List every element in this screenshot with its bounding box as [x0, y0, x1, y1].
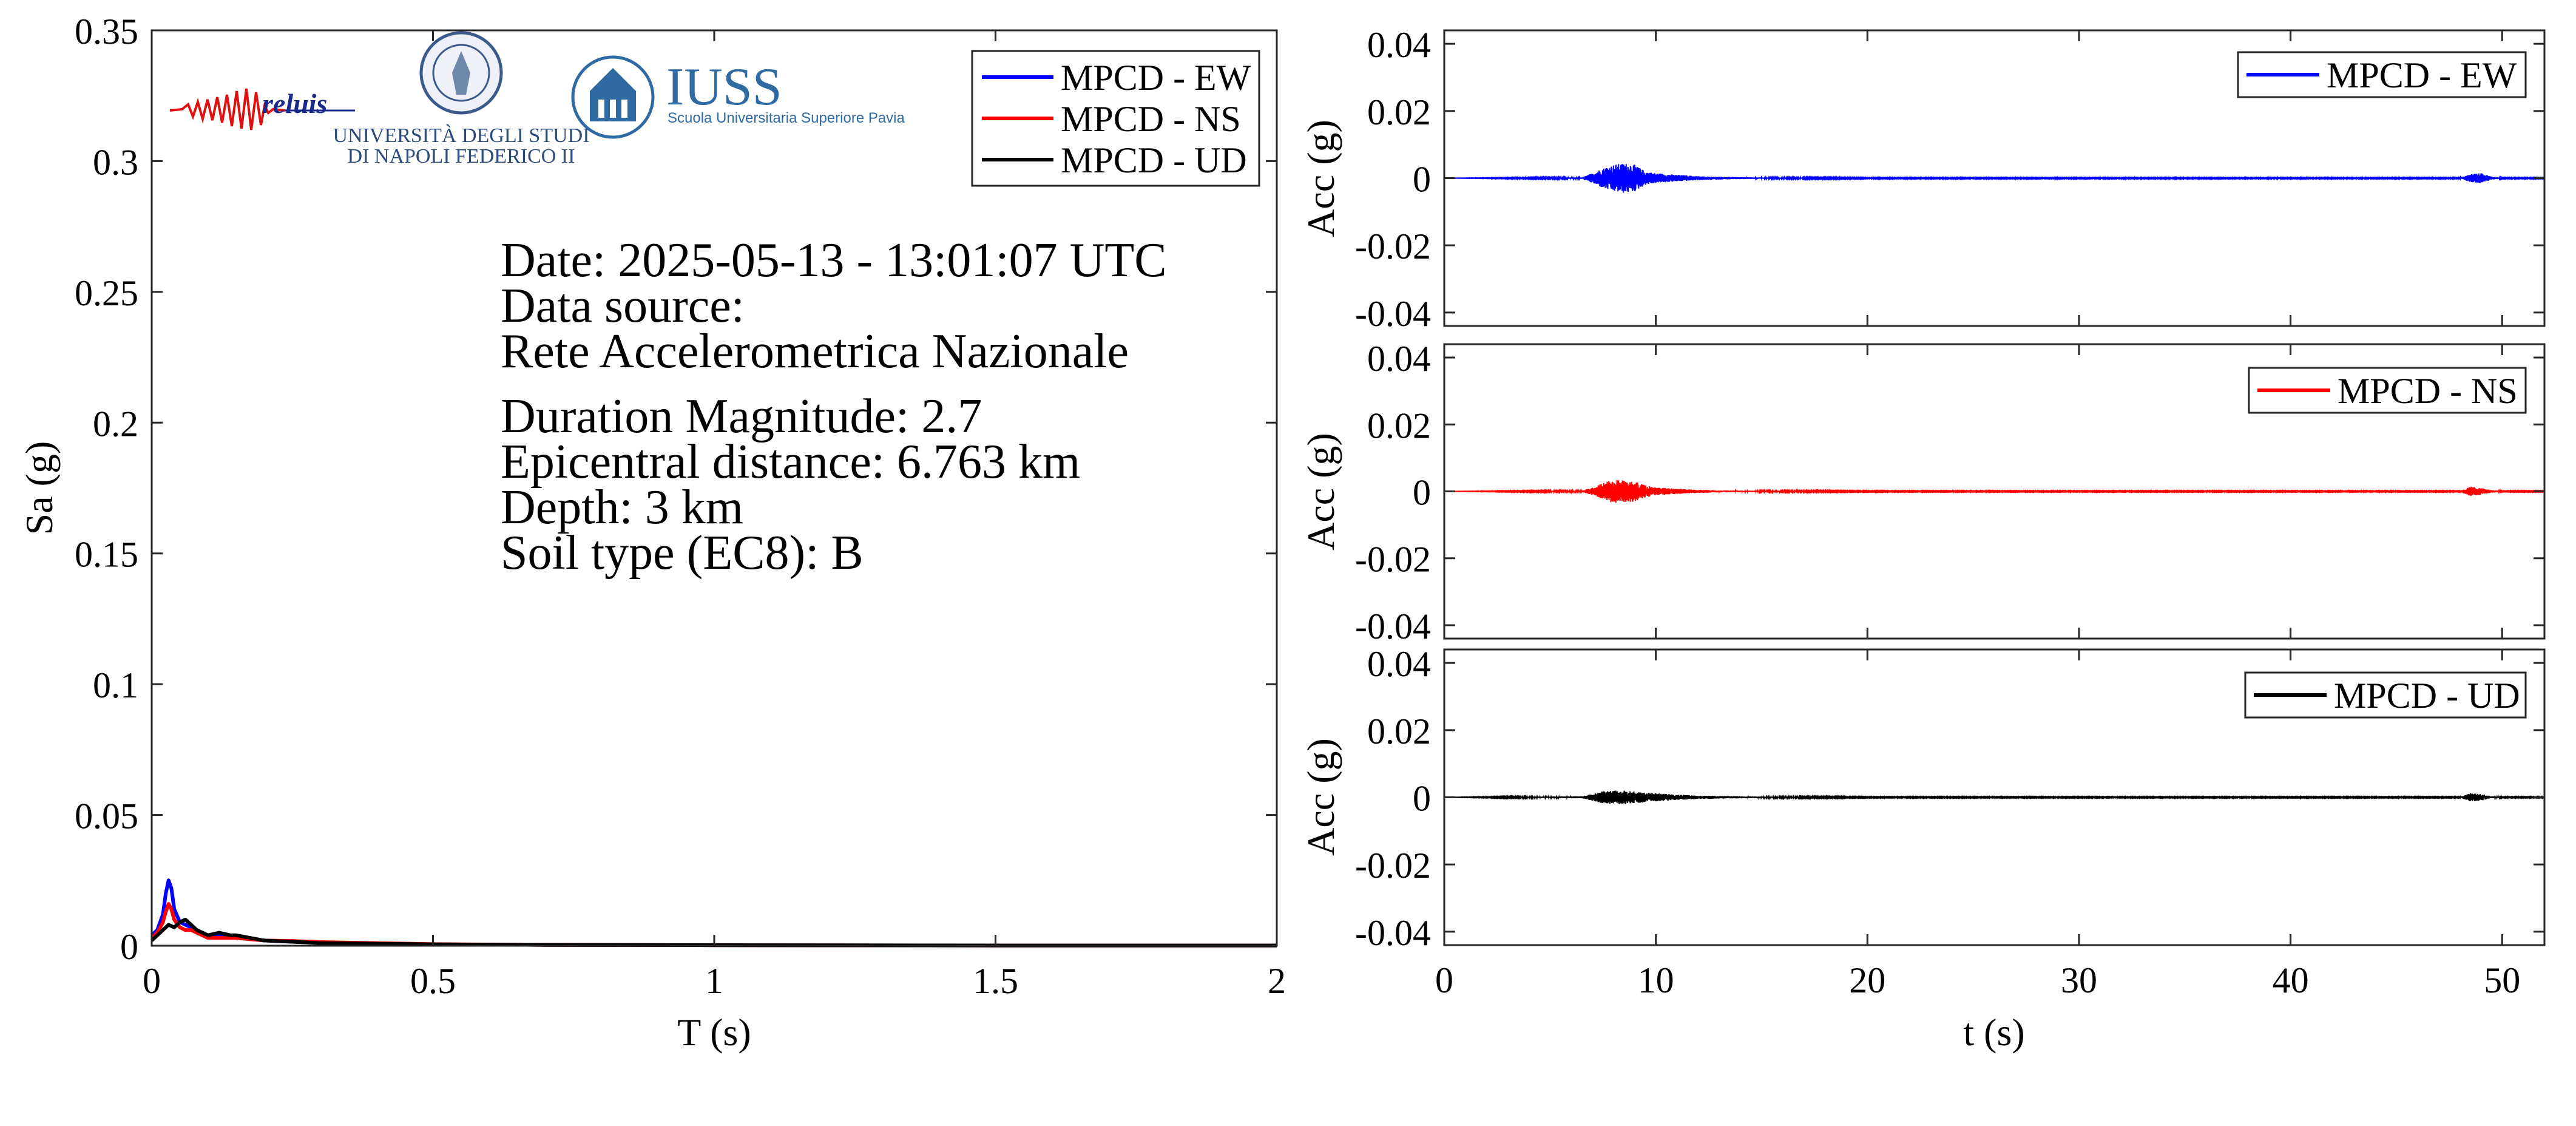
acc-ud-x-tick-label: 40 — [2273, 960, 2309, 1000]
spectrum-x-tick-label: 1.5 — [973, 961, 1018, 1001]
acc-panel-ns: -0.04 -0.02 0 0.02 0.04 Acc (g) MPCD - NS — [1299, 339, 2546, 646]
spectrum-x-tick-label: 2 — [1268, 961, 1286, 1001]
event-depth: Depth: 3 km — [501, 481, 743, 534]
acc-ud-x-tick-label: 50 — [2484, 960, 2520, 1000]
acc-ns-y-tick-label: -0.04 — [1355, 606, 1431, 646]
spectrum-y-tick-label: 0.3 — [93, 142, 138, 182]
acc-ud-x-tick-label: 0 — [1435, 960, 1453, 1000]
event-epicentral-distance: Epicentral distance: 6.763 km — [501, 435, 1080, 489]
acc-ns-y-tick-label: -0.02 — [1355, 540, 1431, 580]
acc-ud-series-line — [1444, 790, 2545, 804]
acc-ew-y-tick-label: -0.04 — [1355, 294, 1431, 334]
event-magnitude: Duration Magnitude: 2.7 — [501, 390, 982, 443]
acc-ud-y-tick-label: 0.02 — [1367, 711, 1431, 751]
acc-ud-x-ticks: 0 10 20 30 40 50 — [1435, 649, 2520, 1000]
acc-ns-y-tick-label: 0.04 — [1367, 339, 1431, 379]
acc-ew-y-tick-label: 0.02 — [1367, 92, 1431, 132]
spectrum-y-tick-label: 0.1 — [93, 665, 138, 705]
acc-ud-y-tick-label: 0 — [1413, 779, 1431, 819]
legend-label-ew: MPCD - EW — [1061, 58, 1251, 98]
reluis-logo-text: reluis — [262, 88, 327, 119]
acc-ew-plot-area — [1444, 164, 2545, 193]
spectrum-x-tick-label: 0 — [143, 961, 161, 1001]
spectrum-y-tick-label: 0.25 — [75, 273, 138, 313]
spectrum-panel: 0 0.05 0.1 0.15 0.2 0.25 0.3 0.35 0 0.5 1 1.5 2 T (… — [18, 12, 1286, 1054]
iuss-logo-title: IUSS — [666, 58, 782, 117]
event-info-block: Date: 2025-05-13 - 13:01:07 UTC Data sou… — [501, 234, 1167, 580]
acc-ns-y-axis-label: Acc (g) — [1299, 433, 1342, 551]
iuss-logo-subtitle: Scuola Universitaria Superiore Pavia — [668, 110, 905, 126]
acc-ew-legend: MPCD - EW — [2237, 51, 2527, 98]
acc-ud-plot-area — [1444, 790, 2545, 804]
spectrum-x-ticks: 0 0.5 1 1.5 2 — [143, 30, 1286, 1001]
event-source-name: Rete Accelerometrica Nazionale — [501, 325, 1129, 378]
acc-ud-y-ticks: -0.04 -0.02 0 0.02 0.04 — [1355, 644, 2544, 953]
spectrum-y-tick-label: 0 — [120, 927, 138, 967]
acc-ew-y-ticks: -0.04 -0.02 0 0.02 0.04 — [1355, 25, 2544, 334]
acc-ew-y-tick-label: 0 — [1413, 160, 1431, 200]
acc-ns-plot-area — [1444, 480, 2545, 503]
reluis-logo: reluis — [169, 88, 355, 131]
acc-ew-y-tick-label: 0.04 — [1367, 25, 1431, 65]
acc-ud-legend-label: MPCD - UD — [2334, 676, 2520, 716]
spectrum-y-axis-label: Sa (g) — [18, 441, 61, 535]
spectrum-y-tick-label: 0.05 — [75, 796, 138, 836]
acc-ud-legend-box — [2244, 671, 2527, 719]
event-source-label: Data source: — [501, 279, 745, 333]
spectrum-series-ud-line — [150, 917, 1277, 948]
legend-label-ns: MPCD - NS — [1061, 99, 1241, 139]
spectrum-legend: MPCD - EW MPCD - NS MPCD - UD — [971, 50, 1260, 187]
acc-ud-y-axis-label: Acc (g) — [1299, 738, 1342, 856]
acc-ew-legend-label: MPCD - EW — [2327, 55, 2517, 95]
acc-ns-legend: MPCD - NS — [2248, 367, 2527, 414]
event-soil-type: Soil type (EC8): B — [501, 526, 864, 580]
unina-logo-line2: DI NAPOLI FEDERICO II — [348, 145, 575, 168]
acc-ns-series-line — [1444, 480, 2545, 503]
spectrum-x-axis-label: T (s) — [677, 1011, 751, 1054]
spectrum-y-ticks: 0 0.05 0.1 0.15 0.2 0.25 0.3 0.35 — [75, 12, 1277, 967]
acc-ew-y-tick-label: -0.02 — [1355, 226, 1431, 266]
acc-ud-x-tick-label: 10 — [1638, 960, 1674, 1000]
spectrum-plot-area — [150, 878, 1277, 948]
acc-ud-y-tick-label: -0.02 — [1355, 846, 1431, 886]
acc-ns-y-tick-label: 0 — [1413, 473, 1431, 513]
acc-ud-x-tick-label: 30 — [2061, 960, 2097, 1000]
acc-ud-x-axis-label: t (s) — [1963, 1011, 2024, 1054]
acc-ns-y-ticks: -0.04 -0.02 0 0.02 0.04 — [1355, 339, 2544, 646]
acc-ew-x-ticks — [1443, 30, 2503, 326]
acc-ud-y-tick-label: 0.04 — [1367, 644, 1431, 684]
spectrum-y-tick-label: 0.15 — [75, 535, 138, 575]
spectrum-y-tick-label: 0.35 — [75, 12, 138, 52]
acc-ns-x-ticks — [1443, 344, 2503, 639]
spectrum-x-tick-label: 1 — [705, 961, 723, 1001]
spectrum-y-tick-label: 0.2 — [93, 404, 138, 444]
acc-ud-legend: MPCD - UD — [2244, 671, 2527, 719]
acc-ud-x-tick-label: 20 — [1849, 960, 1885, 1000]
acc-ns-y-tick-label: 0.02 — [1367, 405, 1431, 446]
reluis-seismogram-icon — [169, 88, 286, 131]
iuss-logo: IUSS Scuola Universitaria Superiore Pavi… — [571, 55, 905, 139]
acc-ud-y-tick-label: -0.04 — [1355, 913, 1431, 953]
unina-logo-line1: UNIVERSITÀ DEGLI STUDI — [333, 124, 589, 147]
acc-panel-ew: -0.04 -0.02 0 0.02 0.04 Acc (g) MPCD - EW — [1299, 25, 2546, 334]
legend-label-ud: MPCD - UD — [1061, 140, 1247, 180]
event-date: Date: 2025-05-13 - 13:01:07 UTC — [501, 234, 1167, 287]
acc-ns-legend-label: MPCD - NS — [2338, 371, 2518, 411]
acc-ew-series-line — [1444, 164, 2545, 193]
spectrum-x-tick-label: 0.5 — [410, 961, 456, 1001]
acc-ew-y-axis-label: Acc (g) — [1299, 120, 1342, 237]
unina-logo: UNIVERSITÀ DEGLI STUDI DI NAPOLI FEDERIC… — [333, 31, 590, 168]
